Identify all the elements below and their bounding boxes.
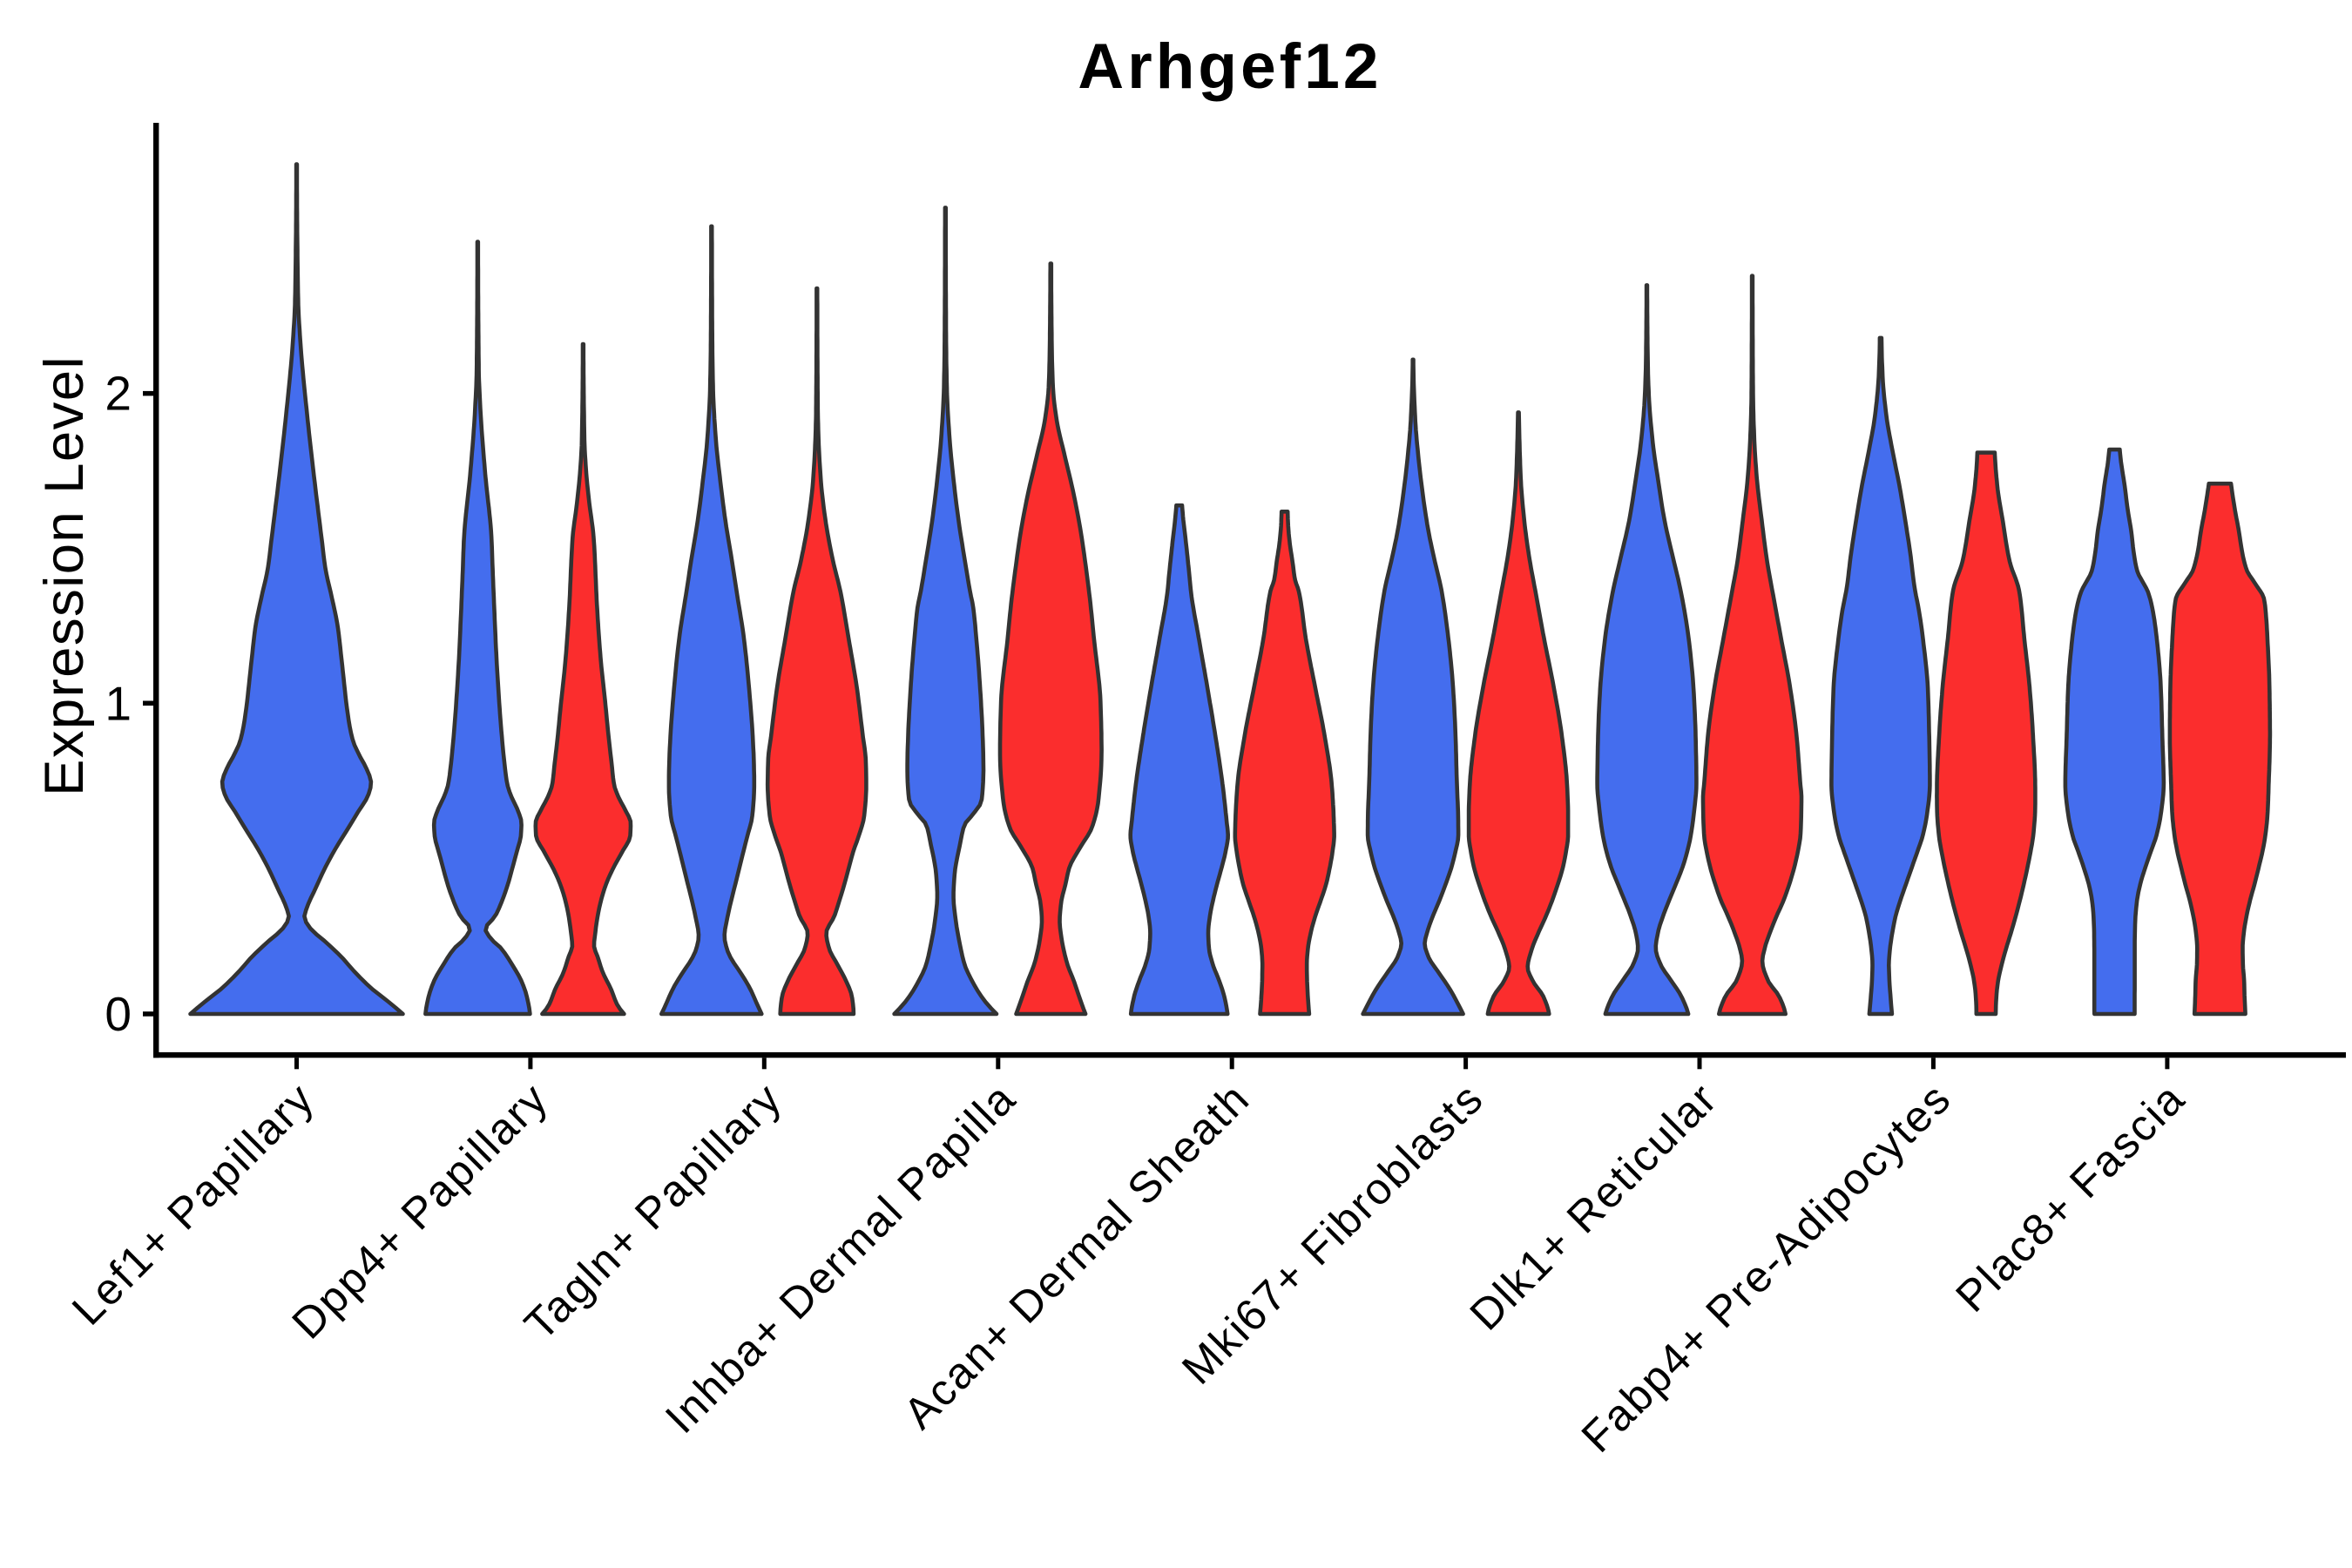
- svg-text:0: 0: [105, 987, 132, 1041]
- svg-text:Expression Level: Expression Level: [34, 355, 95, 796]
- svg-text:Arhgef12: Arhgef12: [1078, 31, 1382, 102]
- svg-text:1: 1: [105, 676, 132, 730]
- svg-text:2: 2: [105, 367, 132, 421]
